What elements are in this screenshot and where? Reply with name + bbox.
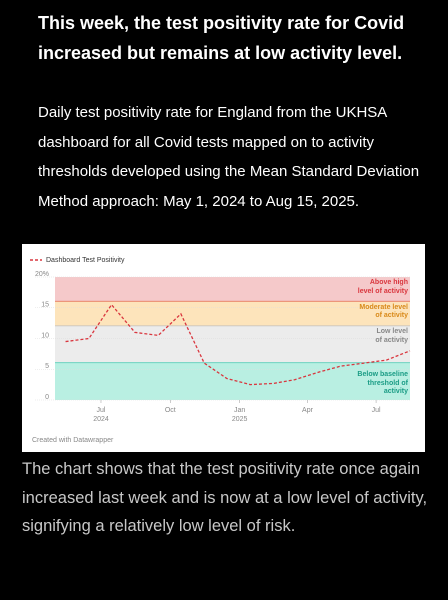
heading: This week, the test positivity rate for … <box>38 13 405 63</box>
threshold-band <box>55 301 410 327</box>
threshold-band <box>55 363 410 400</box>
band-label: Above high level of activity <box>357 279 408 295</box>
y-tick-label: 0 <box>45 394 49 401</box>
data-line <box>65 303 411 386</box>
chart-footer: Created with Datawrapper <box>32 437 114 444</box>
y-tick-label: 10 <box>41 332 49 339</box>
x-tick-label: Jul <box>372 407 381 414</box>
band-label: Below baseline threshold of activity <box>357 371 408 396</box>
y-tick-label: 5 <box>45 363 49 370</box>
threshold-band <box>55 277 410 302</box>
band-label: Low level of activity <box>375 328 408 344</box>
x-tick-label: Oct <box>165 407 176 414</box>
closing-text: The chart shows that the test positivity… <box>22 460 428 535</box>
x-tick-sublabel: 2025 <box>232 416 248 423</box>
band-label: Moderate level of activity <box>359 303 408 320</box>
threshold-band <box>55 326 410 364</box>
x-tick-label: Jul <box>97 407 106 414</box>
y-tick-label: 20% <box>35 271 49 278</box>
description: Daily test positivity rate for England f… <box>38 104 420 210</box>
x-tick-label: Apr <box>302 407 314 414</box>
chart-svg: 0 5 10 15 20% Jul 2024 Oct Jan 2025 Apr Jul Dashboar… <box>30 257 411 444</box>
x-tick-label: Jan <box>234 407 245 414</box>
legend-label: Dashboard Test Positivity <box>46 257 125 264</box>
y-tick-label: 15 <box>41 302 49 309</box>
x-tick-sublabel: 2024 <box>93 416 109 423</box>
chart: 0 5 10 15 20% Jul 2024 Oct Jan 2025 Apr Jul Dashboar… <box>22 244 425 452</box>
